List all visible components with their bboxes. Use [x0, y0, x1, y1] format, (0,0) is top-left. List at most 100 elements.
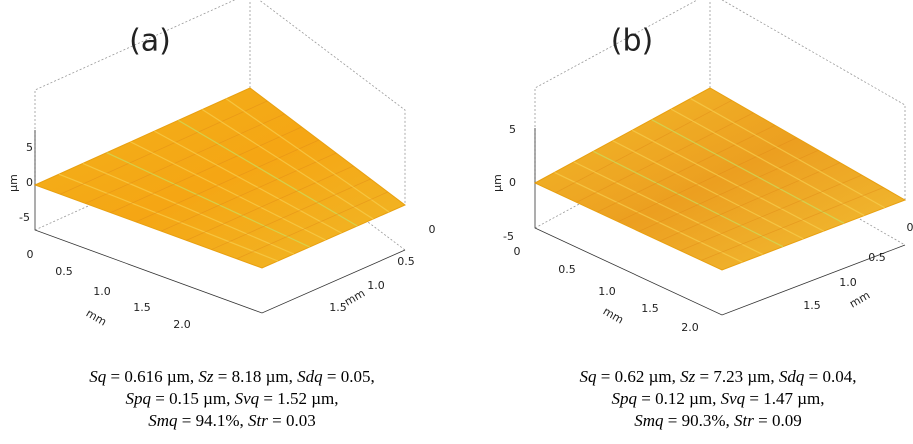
parameter-value: = 0.03: [267, 411, 316, 430]
surface-streak: [701, 187, 884, 261]
surface-streak: [631, 129, 824, 232]
x-tick-label: 1.0: [93, 285, 111, 298]
axis-line: [534, 128, 906, 316]
parameter-symbol: Svq: [234, 389, 260, 408]
y-tick-label: 0.5: [397, 255, 415, 268]
surface-streak: [670, 108, 865, 217]
parameter-symbol: Str: [248, 411, 268, 430]
parameter-value: = 0.62 µm,: [596, 367, 681, 386]
surface-streak: [211, 178, 371, 250]
caption-line: Sq = 0.616 µm, Sz = 8.18 µm, Sdq = 0.05,: [12, 366, 452, 388]
surface-streak: [60, 100, 268, 195]
caption-line: Spq = 0.15 µm, Svq = 1.52 µm,: [12, 388, 452, 410]
surface-streak: [651, 119, 845, 224]
parameter-value: = 0.09: [753, 411, 802, 430]
parameter-symbol: Sz: [680, 367, 696, 386]
z-tick-label: 0: [26, 176, 33, 189]
surface-streak: [236, 191, 388, 260]
surface-streak: [617, 137, 797, 223]
surface-streak: [110, 126, 302, 214]
x-tick-label: 1.5: [133, 301, 151, 314]
parameter-symbol: Sq: [579, 367, 597, 386]
parameter-symbol: Sdq: [778, 367, 805, 386]
axis-line: [34, 130, 406, 314]
x-tick-label: 0.5: [558, 263, 576, 276]
x-tick-label: 0.5: [55, 265, 73, 278]
parameter-symbol: Spq: [611, 389, 637, 408]
parameter-value: = 0.15 µm,: [150, 389, 235, 408]
z-tick-label: 5: [26, 141, 33, 154]
parameter-symbol: Smq: [148, 411, 178, 430]
surface-streak: [638, 149, 819, 232]
z-tick-label: 0: [509, 176, 516, 189]
x-tick-label: 2.0: [173, 318, 191, 331]
surface-streak: [555, 100, 732, 194]
caption: Sq = 0.616 µm, Sz = 8.18 µm, Sdq = 0.05,…: [12, 366, 452, 432]
surface-streak: [135, 139, 320, 223]
x-axis-label: mm: [84, 307, 109, 329]
caption: Sq = 0.62 µm, Sz = 7.23 µm, Sdq = 0.04, S…: [498, 366, 913, 432]
surface-streak: [82, 162, 295, 255]
parameter-symbol: Sz: [198, 367, 214, 386]
surface-streak: [659, 162, 841, 242]
surface-streak: [106, 152, 310, 248]
surface-streak: [573, 161, 763, 255]
y-tick-label: 1.0: [367, 279, 385, 292]
surface-streak: [597, 124, 776, 213]
parameter-symbol: Sq: [89, 367, 107, 386]
y-tick-label: 0: [429, 223, 436, 236]
z-tick-label: -5: [503, 230, 514, 243]
surface-streak: [154, 130, 342, 234]
x-tick-label: 1.5: [641, 302, 659, 315]
x-tick-label: 0: [514, 245, 521, 258]
parameter-value: = 0.04,: [804, 367, 857, 386]
panel-label: (b): [611, 24, 653, 59]
parameter-value: = 1.47 µm,: [745, 389, 825, 408]
parameter-value: = 0.05,: [322, 367, 375, 386]
parameter-value: = 7.23 µm,: [695, 367, 779, 386]
surface-streak: [130, 141, 326, 241]
parameter-symbol: Svq: [720, 389, 746, 408]
surface-streak: [160, 152, 337, 232]
y-tick-label: 0: [907, 221, 913, 234]
surface-streak: [225, 98, 390, 213]
y-tick-label: 1.0: [839, 276, 857, 289]
surface-streak: [612, 140, 804, 240]
surface-streak: [201, 109, 374, 220]
surface: [33, 87, 406, 269]
x-tick-label: 1.0: [598, 285, 616, 298]
parameter-value: = 0.12 µm,: [636, 389, 721, 408]
parameter-symbol: Sdq: [297, 367, 323, 386]
caption-line: Spq = 0.12 µm, Svq = 1.47 µm,: [498, 388, 913, 410]
z-tick-label: -5: [19, 211, 30, 224]
caption-line: Smq = 90.3%, Str = 0.09: [498, 410, 913, 432]
surface-streak: [85, 113, 285, 204]
caption-line: Smq = 94.1%, Str = 0.03: [12, 410, 452, 432]
parameter-value: = 0.616 µm,: [106, 367, 199, 386]
parameter-value: = 1.52 µm,: [259, 389, 339, 408]
surface-streak: [186, 165, 354, 241]
z-tick-label: 5: [509, 123, 516, 136]
z-axis-label: µm: [7, 174, 20, 192]
surface-streak: [593, 150, 784, 248]
parameter-symbol: Spq: [125, 389, 151, 408]
panel-label: (a): [129, 24, 171, 59]
x-tick-label: 2.0: [681, 321, 699, 334]
parameter-value: = 90.3%,: [663, 411, 735, 430]
caption-line: Sq = 0.62 µm, Sz = 7.23 µm, Sdq = 0.04,: [498, 366, 913, 388]
y-tick-label: 1.5: [803, 299, 821, 312]
parameter-value: = 8.18 µm,: [213, 367, 298, 386]
surface-streak: [680, 174, 862, 252]
y-axis-label: mm: [847, 289, 872, 311]
surface-streak: [554, 171, 743, 263]
surface-streak: [178, 119, 358, 227]
z-axis-label: µm: [491, 174, 504, 192]
parameter-value: = 94.1%,: [177, 411, 249, 430]
parameter-symbol: Str: [734, 411, 754, 430]
y-axis-label: mm: [342, 287, 367, 309]
y-tick-label: 1.5: [329, 301, 347, 314]
x-tick-label: 0: [27, 248, 34, 261]
surface-streak: [576, 112, 754, 203]
